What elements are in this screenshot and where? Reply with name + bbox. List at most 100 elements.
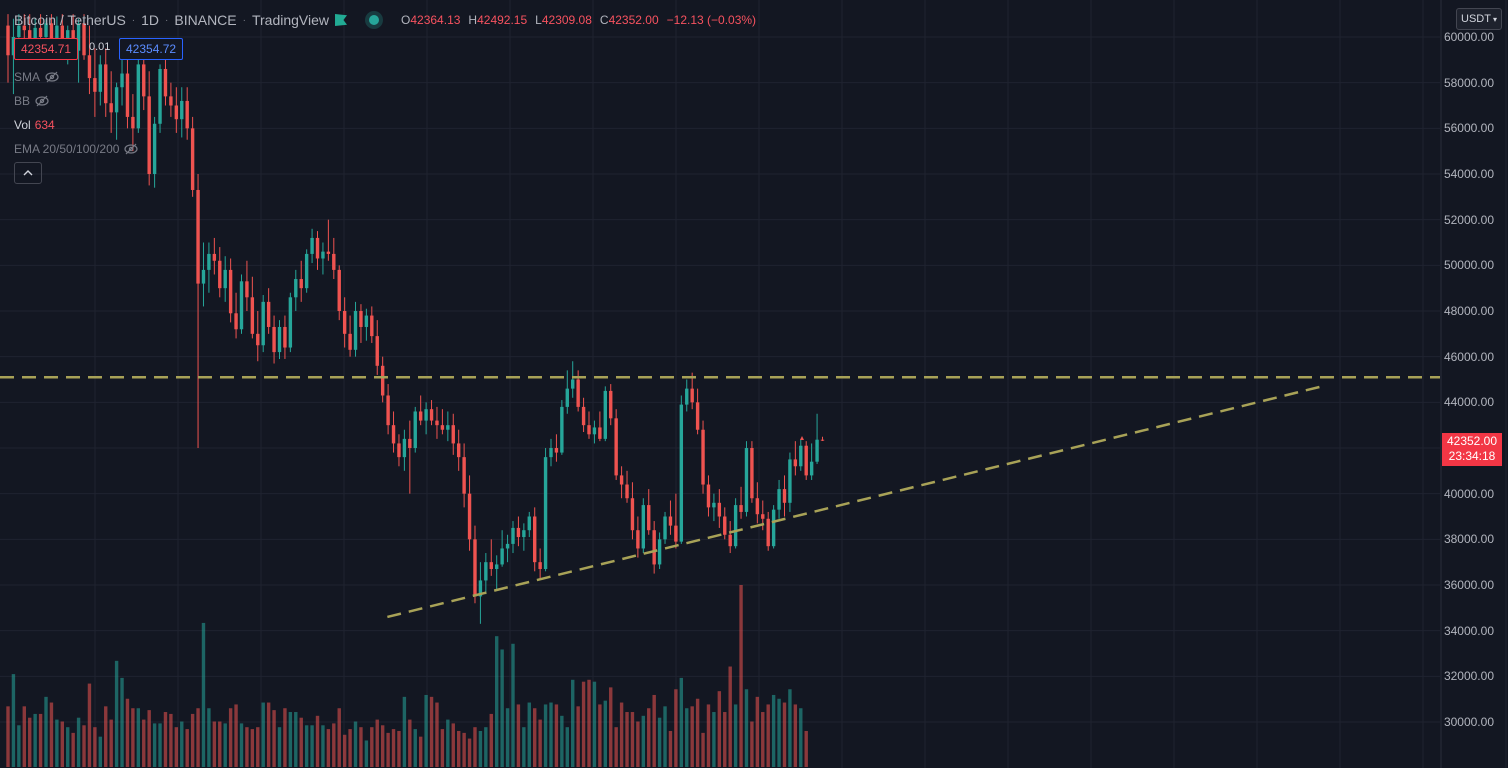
volume-bar [76,717,81,767]
candle-body [750,448,754,499]
candle-body [6,25,10,56]
candle-body [549,448,553,458]
indicator-ema[interactable]: EMA 20/50/100/200 [14,142,139,156]
candle-body [66,30,70,44]
interval-label[interactable]: 1D [141,12,160,28]
volume-bar [712,712,716,767]
candle-body [418,411,423,421]
candle-body [592,427,597,435]
volume-bar [446,719,450,767]
indicator-vol[interactable]: Vol 634 [14,118,55,132]
candle-body [440,425,445,430]
candle-body [370,315,374,337]
price-axis-label: 46000.00 [1443,349,1494,364]
candle-body [473,539,477,597]
candle-body [511,527,515,544]
candle-body [581,406,586,426]
volume-bar [125,698,130,767]
volume-bar [310,725,314,767]
candle-body [663,516,667,540]
candle-body [364,315,369,327]
volume-bar [185,729,189,767]
current-price-tag: 42352.00 23:34:18 [1442,433,1502,466]
eye-hidden-icon[interactable] [34,95,50,107]
volume-bar [652,694,656,767]
candle-body [478,580,483,597]
candle-body [723,516,727,535]
candle-body [565,388,569,407]
candle-body [527,516,531,531]
volume-bar [71,732,75,767]
current-price-value: 42352.00 [1446,434,1498,448]
volume-bar [353,721,358,767]
volume-bar [228,708,233,767]
volume-bar [180,721,184,767]
candle-body [163,68,168,97]
volume-bar [391,729,396,767]
volume-bar [668,730,673,767]
price-axis-label: 48000.00 [1443,304,1494,318]
volume-bar [332,723,336,767]
volume-bar [169,713,173,767]
candle-body [114,87,119,113]
volume-bar [744,689,749,767]
volume-bar [22,706,26,767]
eye-hidden-icon[interactable] [44,71,60,83]
volume-bar [516,704,521,767]
volume-bar [619,702,624,767]
ohlc-values: O42364.13 H42492.15 L42309.08 C42352.00 … [401,13,757,27]
volume-bar [163,712,168,767]
market-status-icon[interactable] [369,15,380,25]
volume-bar [440,729,445,767]
volume-bar [136,708,141,767]
candle-body [804,445,808,476]
volume-bar [777,698,781,767]
indicator-sma[interactable]: SMA [14,70,60,84]
volume-bar [565,727,569,767]
volume-bar [728,666,732,767]
price-axis-label: 60000.00 [1443,30,1494,44]
candle-body [484,562,488,581]
flag-icon[interactable] [335,14,348,26]
volume-bar [538,719,542,767]
candle-body [462,457,466,494]
sell-button[interactable]: 42354.71 [14,38,79,60]
candle-body [657,539,662,565]
volume-bar [495,636,499,767]
volume-bar [527,702,531,767]
buy-button[interactable]: 42354.72 [119,38,184,60]
candle-body [397,443,401,458]
volume-bar [11,674,16,767]
symbol-name[interactable]: Bitcoin / TetherUS [14,12,126,28]
candle-body [625,484,629,499]
currency-button[interactable]: USDT ▾ [1456,8,1502,30]
candle-body [212,253,217,261]
volume-bar [473,727,477,767]
candle-body [158,68,162,124]
indicator-bb[interactable]: BB [14,94,50,108]
volume-bar [380,725,385,767]
volume-bar [609,687,613,767]
candle-body [690,388,694,403]
volume-bar [581,681,586,767]
volume-bar [142,719,146,767]
volume-bar [467,738,472,767]
volume-bar [131,708,135,767]
eye-hidden-icon[interactable] [123,143,139,155]
volume-bar [630,712,635,767]
high-value: 42492.15 [477,13,528,27]
volume-bar [478,730,483,767]
volume-bar [456,730,461,767]
candle-body [207,253,211,270]
volume-bar [793,704,798,767]
volume-bar [592,681,597,767]
volume-bar [44,696,48,767]
candle-body [283,326,287,348]
collapse-legend-button[interactable] [14,162,42,184]
candle-body [109,103,113,113]
volume-bar [218,721,222,767]
candle-body [147,96,151,174]
candle-body [294,279,298,298]
